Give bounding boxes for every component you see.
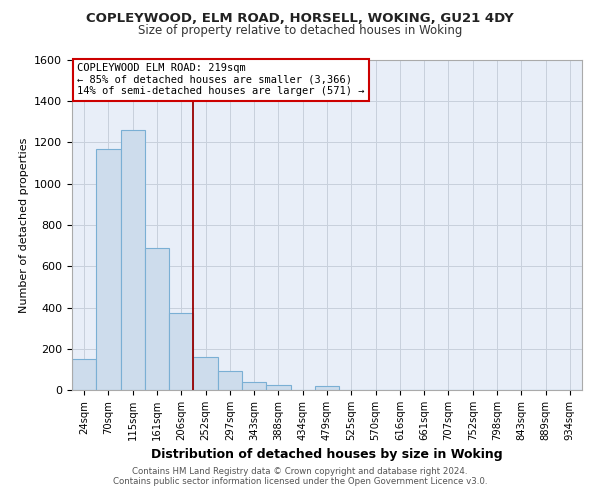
Bar bbox=[96, 148, 121, 390]
Bar bbox=[315, 386, 339, 390]
Bar bbox=[218, 372, 242, 390]
Text: Contains public sector information licensed under the Open Government Licence v3: Contains public sector information licen… bbox=[113, 477, 487, 486]
Bar bbox=[145, 248, 169, 390]
Bar bbox=[266, 386, 290, 390]
Text: COPLEYWOOD ELM ROAD: 219sqm
← 85% of detached houses are smaller (3,366)
14% of : COPLEYWOOD ELM ROAD: 219sqm ← 85% of det… bbox=[77, 64, 365, 96]
Bar bbox=[169, 312, 193, 390]
Bar bbox=[72, 359, 96, 390]
Text: Size of property relative to detached houses in Woking: Size of property relative to detached ho… bbox=[138, 24, 462, 37]
Bar bbox=[242, 382, 266, 390]
Y-axis label: Number of detached properties: Number of detached properties bbox=[19, 138, 29, 312]
X-axis label: Distribution of detached houses by size in Woking: Distribution of detached houses by size … bbox=[151, 448, 503, 462]
Text: COPLEYWOOD, ELM ROAD, HORSELL, WOKING, GU21 4DY: COPLEYWOOD, ELM ROAD, HORSELL, WOKING, G… bbox=[86, 12, 514, 26]
Text: Contains HM Land Registry data © Crown copyright and database right 2024.: Contains HM Land Registry data © Crown c… bbox=[132, 467, 468, 476]
Bar bbox=[193, 357, 218, 390]
Bar bbox=[121, 130, 145, 390]
